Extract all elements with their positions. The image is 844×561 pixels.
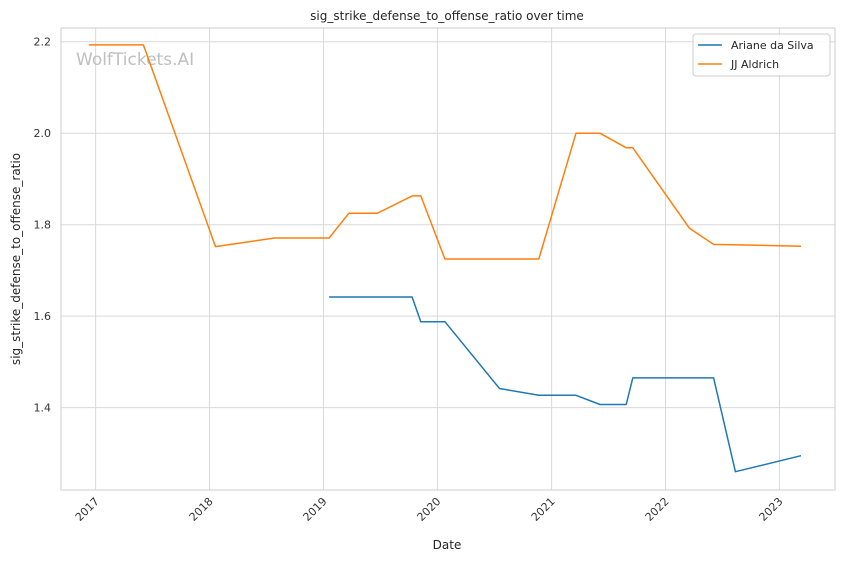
series-line-jj-aldrich: [88, 44, 802, 260]
y-tick-label: 2.2: [34, 36, 52, 49]
y-tick-label: 2.0: [34, 127, 52, 140]
legend-frame: [692, 33, 831, 77]
y-tick-label: 1.8: [34, 219, 52, 232]
chart-title: sig_strike_defense_to_offense_ratio over…: [310, 9, 584, 23]
legend-label-jj-aldrich: JJ Aldrich: [730, 58, 779, 71]
legend-label-ariane-da-silva: Ariane da Silva: [731, 39, 814, 52]
legend: Ariane da Silva JJ Aldrich: [692, 33, 831, 77]
plot-area-frame: [60, 27, 836, 491]
y-axis-title: sig_strike_defense_to_offense_ratio: [9, 153, 23, 365]
y-tick-label: 1.4: [34, 402, 52, 415]
x-axis-title: Date: [433, 538, 462, 552]
series-line-ariane-da-silva: [329, 296, 802, 473]
watermark: WolfTickets.AI: [76, 50, 194, 70]
y-tick-label: 1.6: [34, 310, 52, 323]
